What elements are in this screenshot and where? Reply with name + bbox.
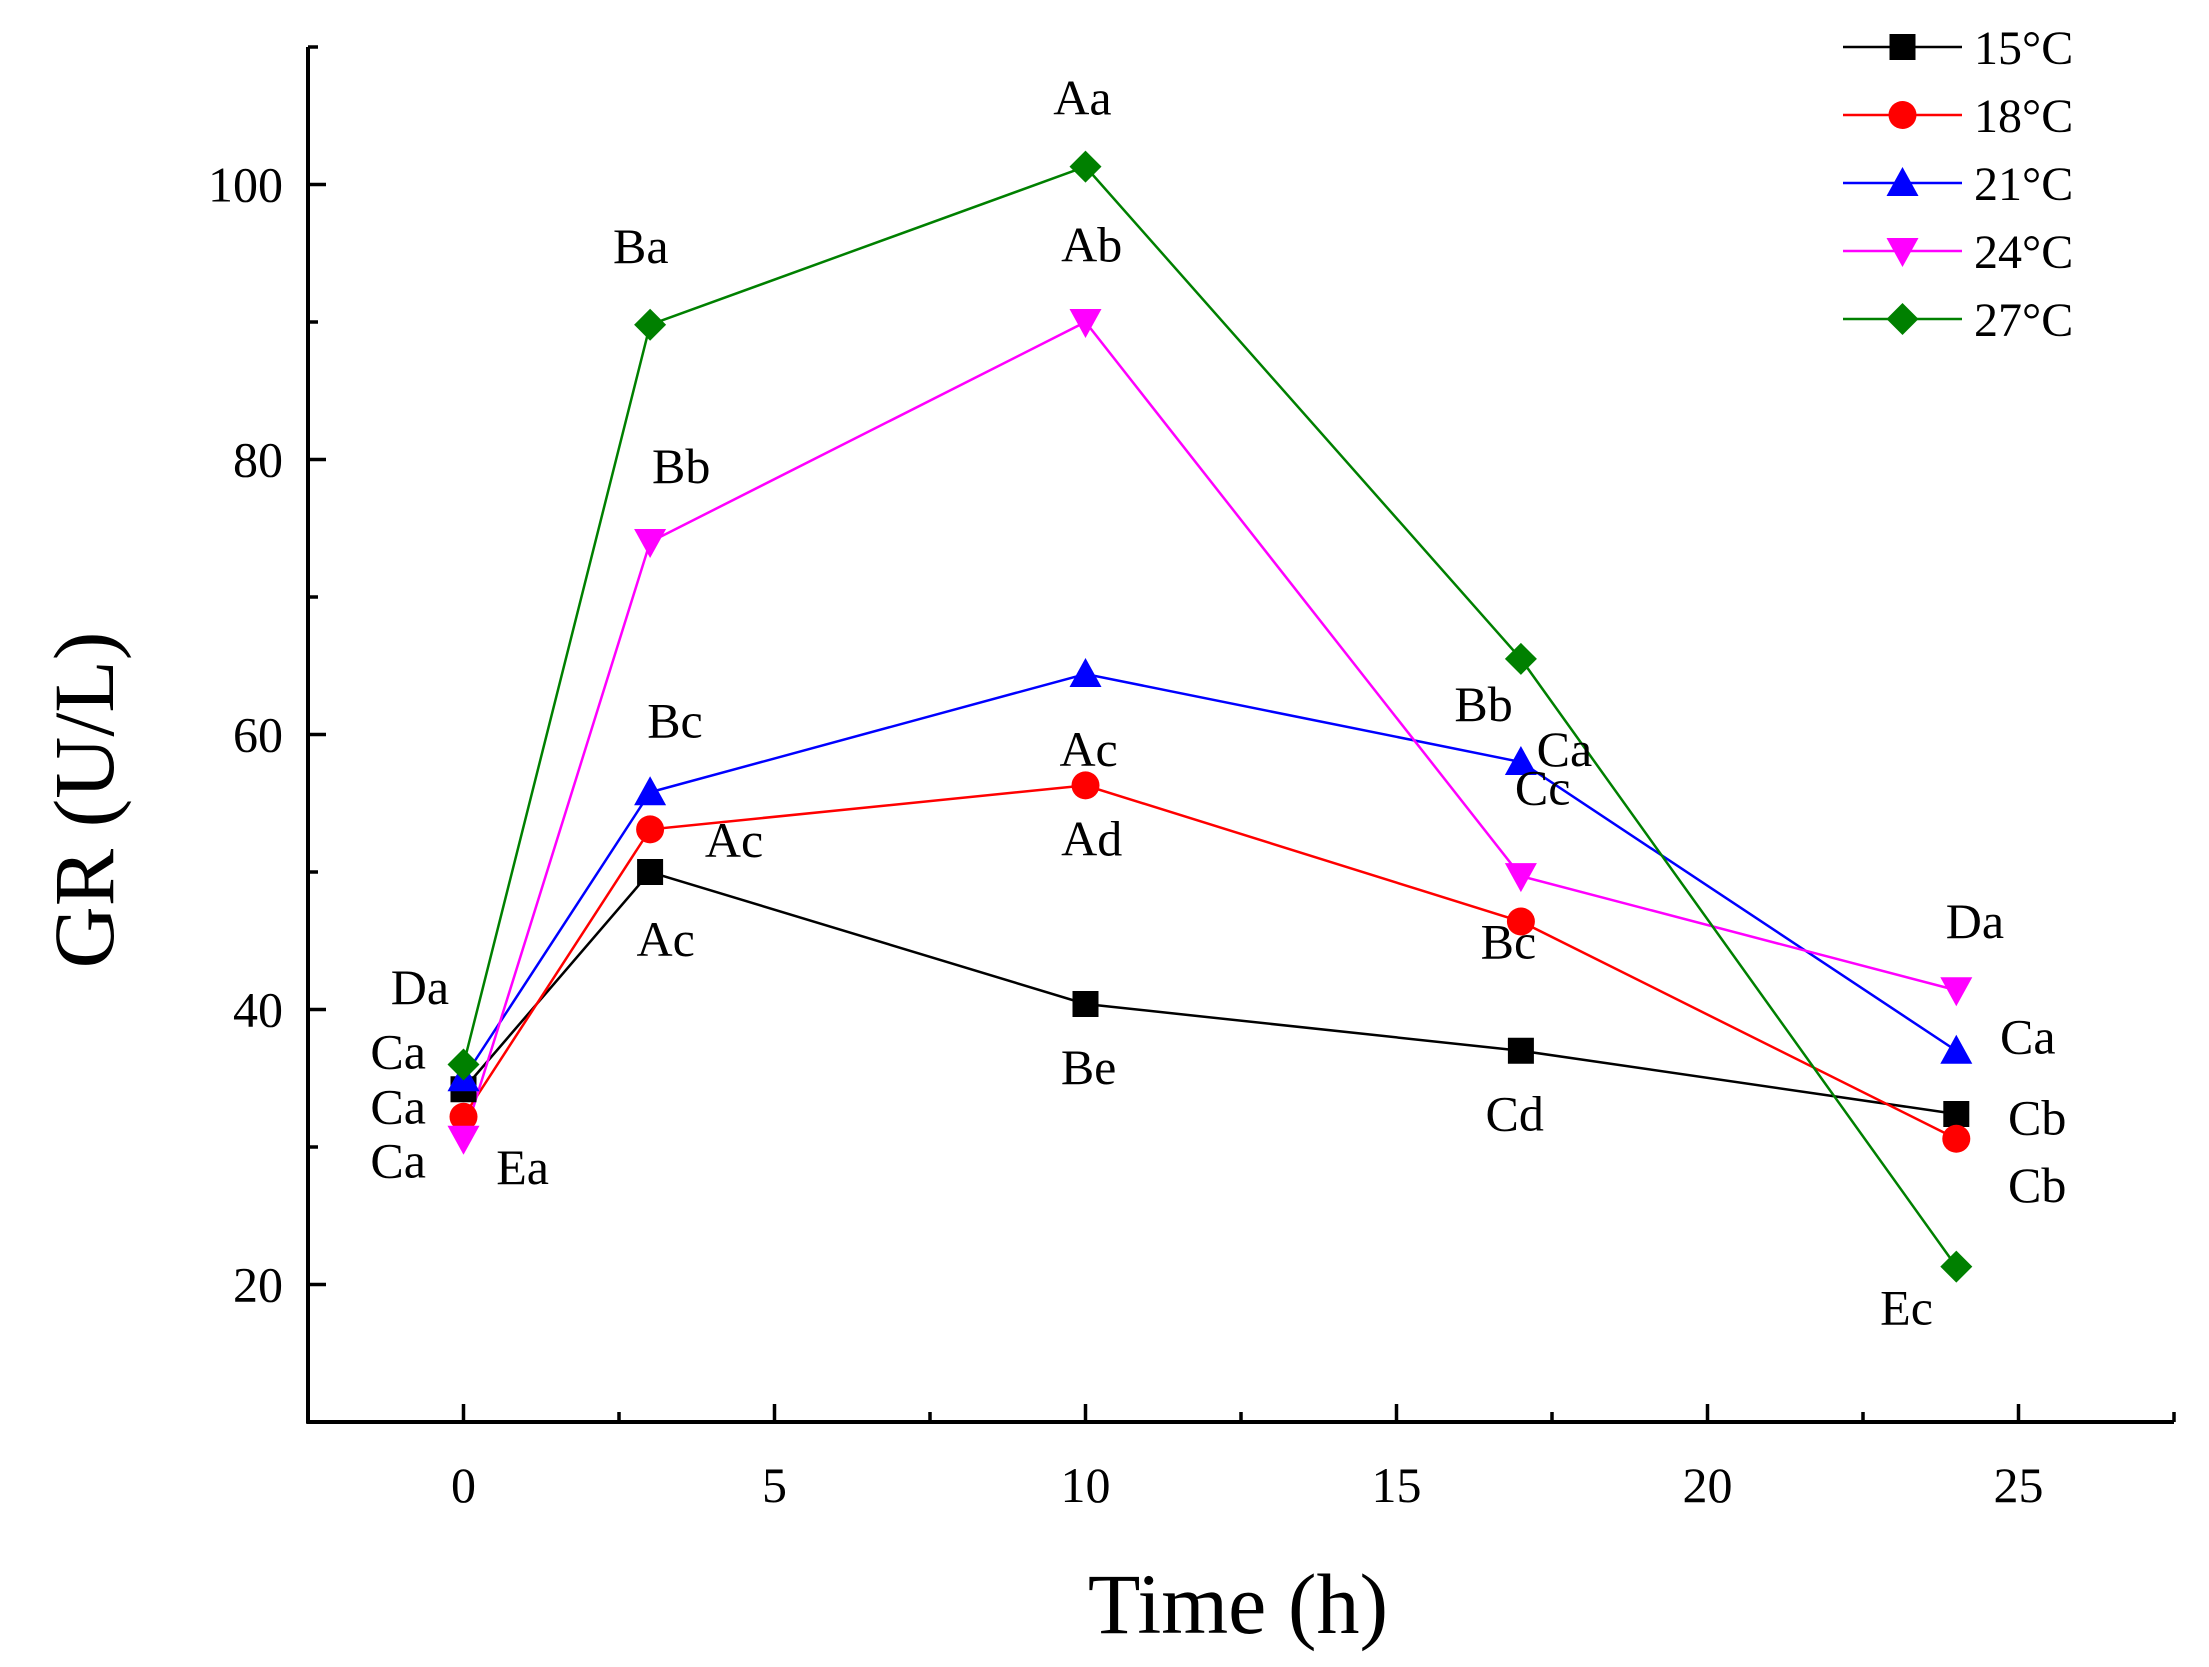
data-point	[636, 815, 665, 844]
legend-item[interactable]: 21°C	[1843, 158, 2073, 211]
point-annotation: Ba	[613, 218, 669, 274]
point-annotation: Cc	[1515, 760, 1571, 816]
y-tick-label: 60	[233, 707, 283, 763]
legend-item[interactable]: 15°C	[1843, 22, 2073, 75]
data-point	[1940, 1250, 1973, 1283]
point-annotation: Ca	[370, 1079, 426, 1135]
x-tick-label: 25	[1994, 1457, 2044, 1513]
legend-label: 24°C	[1974, 226, 2073, 279]
data-point	[1940, 1034, 1973, 1064]
data-point	[1942, 1124, 1971, 1153]
legend-marker	[1886, 238, 1919, 267]
point-annotation: Ea	[496, 1139, 549, 1195]
x-tick-label: 10	[1061, 1457, 1111, 1513]
point-annotation: Cd	[1486, 1086, 1544, 1142]
data-point	[1071, 771, 1100, 800]
point-annotation: Cb	[2008, 1090, 2066, 1146]
point-annotation: Bb	[1454, 676, 1512, 732]
legend-label: 18°C	[1974, 90, 2073, 143]
legend-marker	[1886, 167, 1919, 196]
x-tick-label: 20	[1683, 1457, 1733, 1513]
axes: 0 5 10 15 20 25 20 40 60 80 100	[208, 45, 2176, 1513]
data-point	[634, 529, 667, 558]
data-point	[1072, 991, 1099, 1017]
data-point	[1940, 977, 1973, 1007]
y-tick-label: 40	[233, 982, 283, 1038]
point-annotation: Ca	[370, 1132, 426, 1188]
data-point	[449, 1102, 478, 1131]
series-line-0	[462, 870, 1957, 1116]
legend-label: 21°C	[1974, 158, 2073, 211]
legend-marker	[1889, 34, 1916, 60]
data-point	[447, 1125, 480, 1155]
data-point	[1504, 746, 1537, 775]
point-annotation: Ad	[1061, 811, 1122, 867]
data-point	[634, 308, 667, 341]
point-annotation: Ac	[1059, 721, 1117, 777]
x-tick-label: 5	[762, 1457, 787, 1513]
point-annotation: Aa	[1053, 69, 1111, 125]
legend-marker	[1886, 303, 1919, 335]
point-annotation: Da	[1946, 893, 2004, 949]
data-point	[637, 859, 664, 885]
legend-item[interactable]: 18°C	[1843, 90, 2073, 143]
legend: 15°C 18°C 21°C 24°C 27°C	[1843, 22, 2073, 347]
point-annotation: Ca	[370, 1024, 426, 1080]
point-annotation: Ac	[636, 911, 694, 967]
y-tick-label: 20	[233, 1257, 283, 1313]
point-annotation: Ab	[1061, 217, 1122, 273]
y-axis-title: GR (U/L)	[36, 632, 132, 969]
point-annotation: Ac	[705, 812, 763, 868]
data-point	[1506, 907, 1535, 936]
legend-item[interactable]: 24°C	[1843, 226, 2073, 279]
point-annotation: Ca	[2000, 1009, 2056, 1065]
data-point	[634, 776, 667, 806]
point-annotation: Bb	[652, 438, 710, 494]
point-annotation: Ca	[1537, 721, 1593, 777]
series-markers	[447, 150, 1973, 1283]
point-annotation: Be	[1061, 1039, 1117, 1095]
legend-label: 15°C	[1974, 22, 2073, 75]
data-point	[1069, 150, 1102, 183]
data-point	[1069, 658, 1102, 687]
data-point	[1504, 642, 1537, 675]
legend-label: 27°C	[1974, 294, 2073, 347]
data-point	[1069, 309, 1102, 338]
point-annotation: Da	[391, 959, 449, 1015]
point-annotation: Bc	[1481, 914, 1537, 970]
data-point	[1504, 863, 1537, 893]
legend-item[interactable]: 27°C	[1843, 294, 2073, 347]
data-point	[447, 1048, 480, 1081]
y-tick-label: 100	[208, 157, 283, 213]
x-tick-label: 15	[1372, 1457, 1422, 1513]
x-tick-label: 0	[451, 1457, 476, 1513]
point-annotation: Bc	[647, 692, 703, 748]
legend-marker	[1888, 101, 1917, 129]
point-annotation: Cb	[2008, 1157, 2066, 1213]
point-annotation: Ec	[1880, 1279, 1933, 1335]
x-axis-title: Time (h)	[1088, 1556, 1388, 1652]
data-point	[1943, 1101, 1970, 1127]
data-point	[1507, 1037, 1534, 1064]
y-tick-label: 80	[233, 432, 283, 488]
